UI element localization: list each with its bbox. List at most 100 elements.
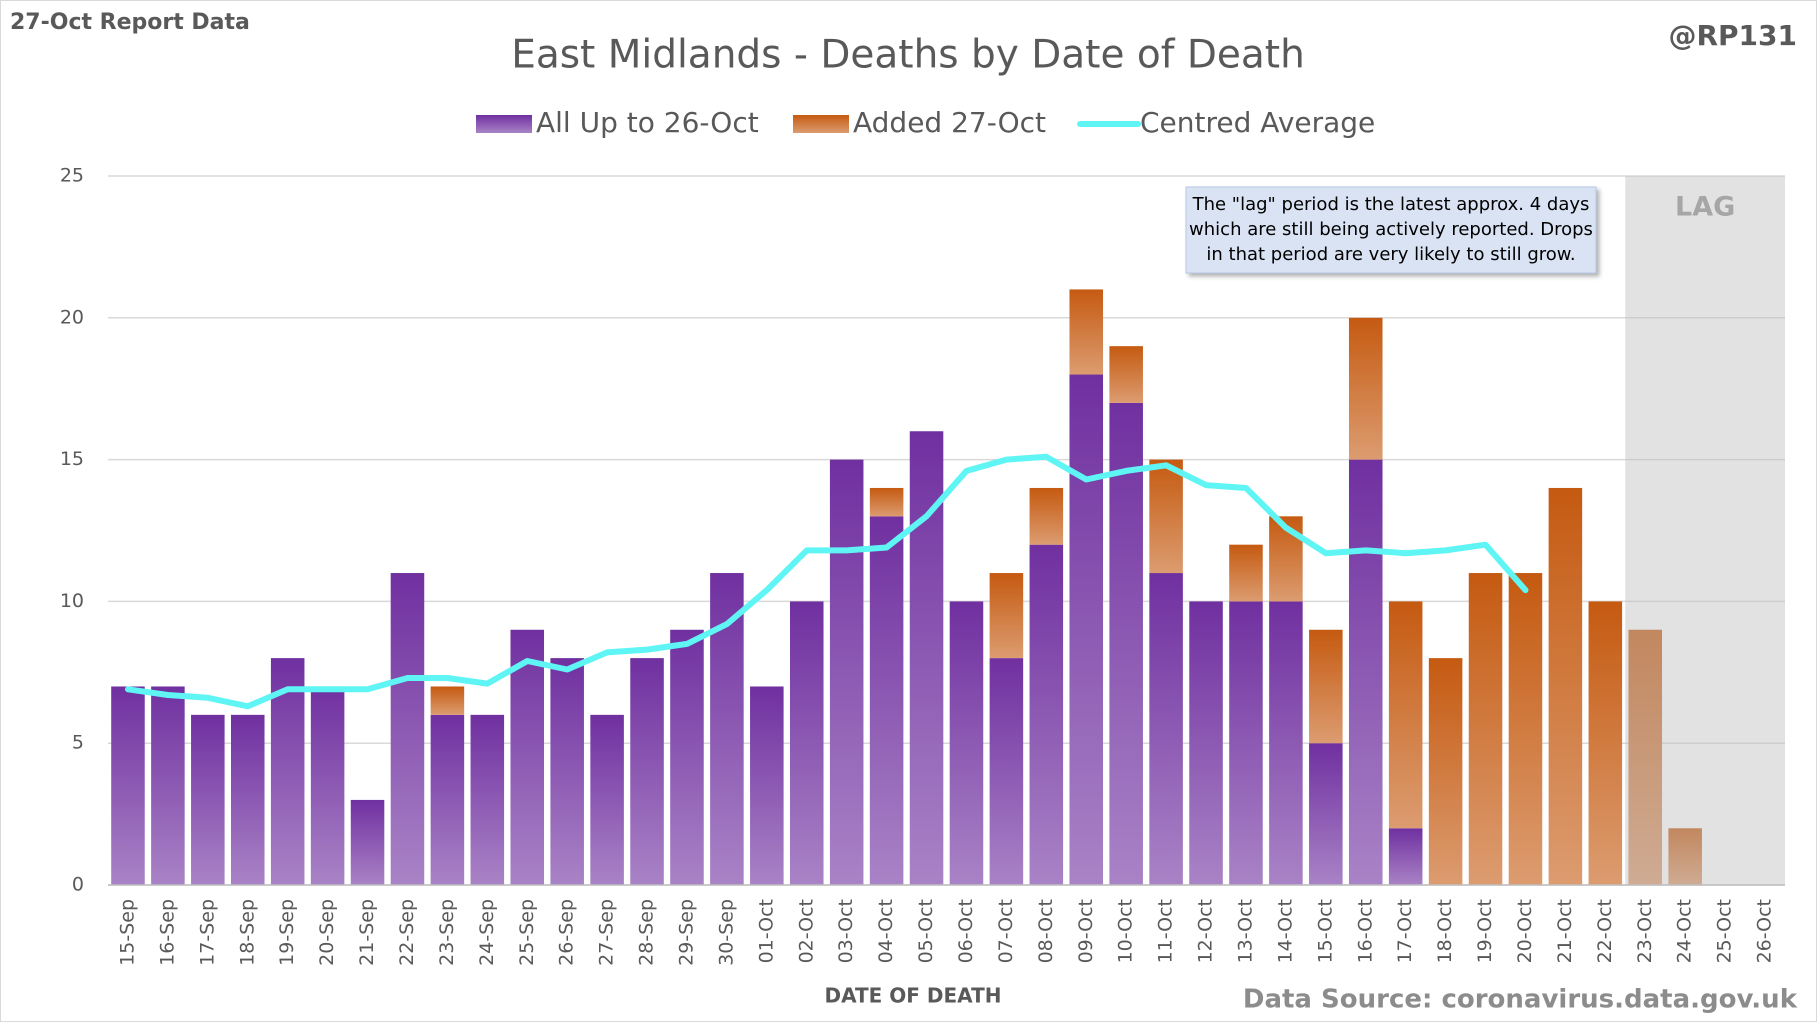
x-tick-label: 27-Sep bbox=[596, 899, 618, 966]
bar-segment bbox=[1588, 601, 1623, 885]
handle: @RP131 bbox=[1668, 19, 1797, 52]
x-tick-label: 16-Sep bbox=[156, 899, 178, 966]
bar-segment bbox=[1309, 629, 1343, 744]
x-tick-label: 02-Oct bbox=[795, 899, 817, 963]
x-tick-label: 10-Oct bbox=[1115, 899, 1137, 963]
x-tick-label: 23-Oct bbox=[1634, 899, 1656, 963]
x-tick-label: 25-Oct bbox=[1714, 899, 1736, 963]
y-tick-label: 20 bbox=[60, 306, 84, 328]
x-tick-label: 19-Sep bbox=[276, 899, 298, 966]
bar-segment bbox=[989, 658, 1024, 885]
annotation-text: The "lag" period is the latest approx. 4… bbox=[1192, 194, 1590, 215]
x-tick-label: 04-Oct bbox=[875, 899, 897, 963]
chart-title: East Midlands - Deaths by Date of Death bbox=[511, 33, 1305, 78]
bar-segment bbox=[1149, 459, 1183, 574]
x-tick-label: 14-Oct bbox=[1274, 899, 1296, 963]
bar-segment bbox=[1348, 317, 1383, 460]
source: Data Source: coronavirus.data.gov.uk bbox=[1243, 985, 1798, 1015]
report-label: 27-Oct Report Data bbox=[10, 10, 250, 35]
y-tick-label: 15 bbox=[60, 448, 84, 470]
bar-segment bbox=[1428, 658, 1463, 885]
x-tick-label: 29-Sep bbox=[675, 899, 697, 966]
y-tick-label: 0 bbox=[72, 874, 84, 896]
y-tick-label: 10 bbox=[60, 590, 84, 612]
x-tick-label: 22-Oct bbox=[1594, 899, 1616, 963]
bar-segment bbox=[1269, 601, 1303, 885]
bar-segment bbox=[1348, 459, 1383, 885]
legend-label: Added 27-Oct bbox=[853, 106, 1046, 139]
legend-label: All Up to 26-Oct bbox=[536, 106, 759, 139]
bar-segment bbox=[310, 686, 345, 885]
x-tick-label: 22-Sep bbox=[396, 899, 418, 966]
bar-segment bbox=[191, 714, 225, 885]
bar-segment bbox=[590, 714, 624, 885]
x-tick-label: 11-Oct bbox=[1155, 899, 1177, 963]
x-tick-label: 28-Sep bbox=[636, 899, 658, 966]
legend-label: Centred Average bbox=[1140, 106, 1375, 139]
bar-segment bbox=[1229, 601, 1263, 885]
bar-segment bbox=[1189, 601, 1223, 885]
x-tick-label: 24-Sep bbox=[476, 899, 498, 966]
bar-segment bbox=[151, 686, 185, 885]
bar-segment bbox=[510, 629, 545, 885]
bar-segment bbox=[1468, 573, 1503, 885]
bar-segment bbox=[1109, 402, 1143, 885]
lag-label: LAG bbox=[1675, 192, 1735, 223]
x-tick-label: 13-Oct bbox=[1234, 899, 1256, 963]
x-tick-label: 21-Sep bbox=[356, 899, 378, 966]
x-tick-label: 20-Oct bbox=[1514, 899, 1536, 963]
legend-swatch bbox=[793, 115, 849, 133]
x-tick-label: 30-Sep bbox=[715, 899, 737, 966]
bar-segment bbox=[1109, 346, 1143, 403]
y-tick-label: 25 bbox=[60, 165, 84, 187]
bar-segment bbox=[829, 459, 864, 885]
legend-swatch bbox=[476, 115, 532, 133]
bar-segment bbox=[989, 573, 1024, 659]
bar-segment bbox=[1069, 374, 1104, 885]
bar-segment bbox=[1069, 289, 1104, 375]
bar-segment bbox=[390, 573, 425, 885]
bar-segment bbox=[710, 573, 744, 885]
x-tick-label: 05-Oct bbox=[915, 899, 937, 963]
bar-segment bbox=[670, 629, 704, 885]
x-tick-label: 17-Sep bbox=[196, 899, 218, 966]
bar-segment bbox=[1668, 828, 1702, 885]
bar-segment bbox=[1548, 487, 1583, 885]
lag-region bbox=[1625, 176, 1785, 885]
bar-segment bbox=[869, 516, 904, 885]
bar-segment bbox=[430, 714, 465, 885]
x-tick-label: 09-Oct bbox=[1075, 899, 1097, 963]
bar-segment bbox=[630, 658, 664, 885]
x-tick-label: 12-Oct bbox=[1195, 899, 1217, 963]
x-tick-label: 23-Sep bbox=[436, 899, 458, 966]
bar-segment bbox=[750, 686, 784, 885]
x-tick-label: 18-Sep bbox=[236, 899, 258, 966]
y-tick-label: 5 bbox=[72, 732, 84, 754]
annotation-text: in that period are very likely to still … bbox=[1206, 244, 1575, 265]
x-tick-label: 24-Oct bbox=[1674, 899, 1696, 963]
bar-segment bbox=[1029, 487, 1064, 545]
x-tick-label: 06-Oct bbox=[955, 899, 977, 963]
average-line bbox=[125, 453, 1529, 710]
annotation-text: which are still being actively reported.… bbox=[1189, 219, 1593, 240]
x-tick-label: 15-Oct bbox=[1314, 899, 1336, 963]
x-tick-label: 15-Sep bbox=[116, 899, 138, 966]
bar-segment bbox=[869, 487, 904, 517]
bar-segment bbox=[1029, 544, 1064, 885]
bar-segment bbox=[470, 714, 505, 885]
x-tick-label: 26-Sep bbox=[556, 899, 578, 966]
bar-segment bbox=[949, 601, 984, 885]
x-tick-label: 26-Oct bbox=[1754, 899, 1776, 963]
x-tick-label: 18-Oct bbox=[1434, 899, 1456, 963]
bar-segment bbox=[1508, 573, 1543, 885]
bar-segment bbox=[1388, 601, 1423, 829]
bar-segment bbox=[1229, 544, 1263, 602]
bar-segment bbox=[789, 601, 824, 885]
bar-segment bbox=[230, 714, 265, 885]
bar-segment bbox=[1149, 573, 1183, 885]
annotation-box bbox=[1185, 186, 1597, 274]
bar-segment bbox=[1388, 828, 1423, 885]
x-axis-label: DATE OF DEATH bbox=[825, 984, 1002, 1008]
x-tick-label: 17-Oct bbox=[1394, 899, 1416, 963]
